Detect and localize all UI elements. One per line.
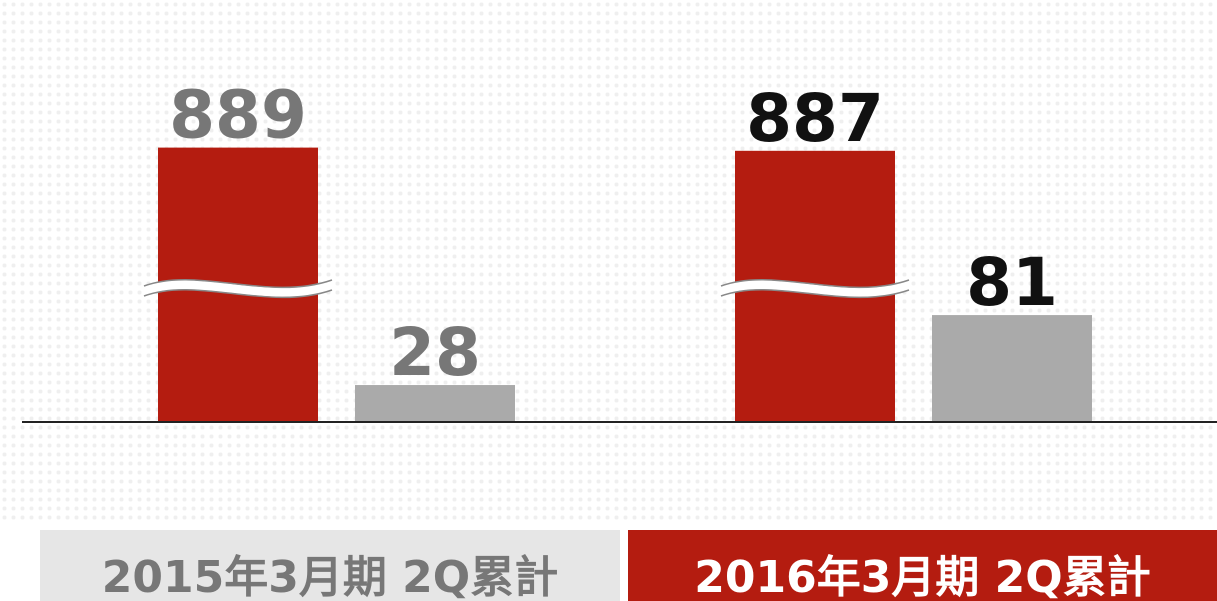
axis-break-edge xyxy=(143,279,333,289)
value-label: 887 xyxy=(746,80,884,157)
category-label: 2015年3月期 2Q累計 xyxy=(102,552,558,601)
axis-break-edge xyxy=(143,289,333,299)
axis-break-edge xyxy=(720,289,910,299)
category-box xyxy=(40,530,620,601)
value-label: 28 xyxy=(389,314,481,391)
value-label: 889 xyxy=(169,77,307,154)
axis-break xyxy=(142,280,334,297)
bar xyxy=(932,315,1092,422)
category-box xyxy=(628,530,1217,601)
value-label: 81 xyxy=(966,244,1058,321)
bar xyxy=(355,385,515,422)
axis-break-edge xyxy=(720,279,910,289)
axis-break xyxy=(719,280,911,297)
category-label: 2016年3月期 2Q累計 xyxy=(694,552,1150,601)
